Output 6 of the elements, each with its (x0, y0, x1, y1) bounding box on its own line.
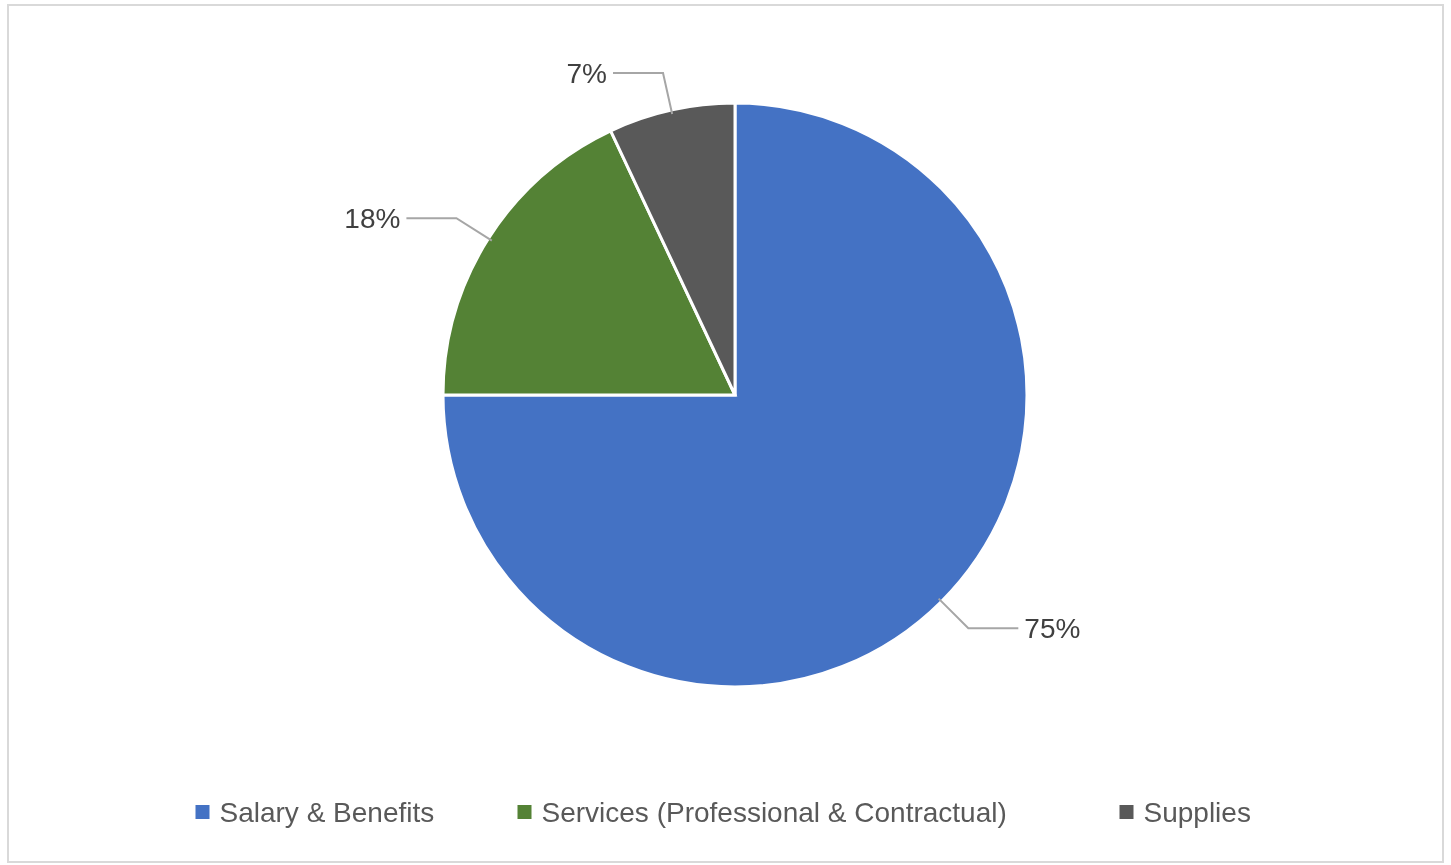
data-label: 75% (1024, 613, 1081, 645)
data-label: 7% (566, 57, 608, 89)
data-label: 18% (344, 203, 401, 234)
legend-label: Supplies (1143, 796, 1251, 828)
legend-label: Salary & Benefits (219, 796, 435, 828)
legend-label: Services (Professional & Contractual) (541, 796, 1007, 828)
